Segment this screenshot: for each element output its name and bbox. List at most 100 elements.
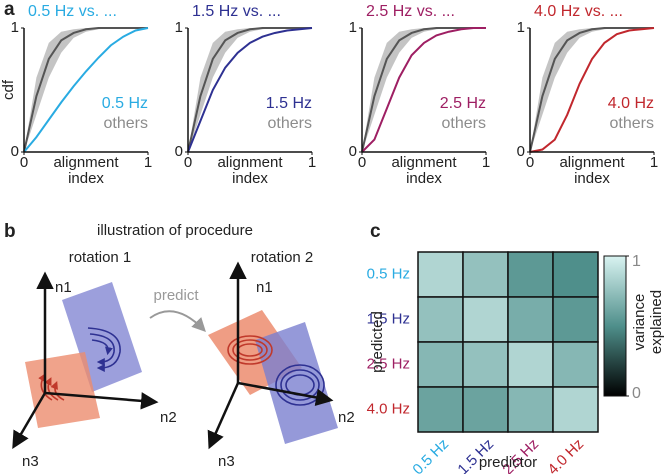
plane	[62, 282, 142, 392]
legend-entry: 0.5 Hz	[102, 95, 148, 112]
y-axis-label: cdf	[0, 79, 17, 100]
colorbar-label: explained	[648, 290, 665, 354]
colorbar-tick-label: 0	[632, 385, 641, 402]
x-tick-label: 0	[184, 154, 192, 171]
chart-title: 1.5 Hz vs. ...	[192, 3, 281, 20]
axis-arrow	[12, 392, 47, 450]
heatmap-cell	[417, 386, 464, 433]
y-tick-label: 0	[175, 143, 183, 160]
heatmap-cell	[552, 386, 599, 433]
axis-arrow	[237, 381, 334, 407]
y-tick-label: 0	[349, 143, 357, 160]
column-label: 0.5 Hz	[409, 436, 452, 474]
x-tick-label: 0	[358, 154, 366, 171]
rotation-label: rotation 2	[251, 249, 314, 266]
row-label: 4.0 Hz	[367, 400, 410, 417]
chart-title: 4.0 Hz vs. ...	[534, 3, 623, 20]
heatmap-cell	[507, 296, 554, 343]
legend-entry: others	[442, 115, 486, 132]
heatmap-cell	[462, 341, 509, 388]
x-tick-label: 1	[482, 154, 490, 171]
legend-entry: 1.5 Hz	[266, 95, 312, 112]
x-axis-label: alignment	[53, 154, 119, 171]
x-tick-label: 1	[650, 154, 658, 171]
axis-arrow	[207, 382, 240, 450]
confidence-band	[530, 28, 654, 152]
confidence-band	[362, 28, 486, 152]
x-tick-label: 1	[144, 154, 152, 171]
predict-label: predict	[153, 287, 199, 304]
x-axis-label: alignment	[217, 154, 283, 171]
y-tick-label: 0	[517, 143, 525, 160]
legend-entry: 4.0 Hz	[608, 95, 654, 112]
legend-entry: 2.5 Hz	[440, 95, 486, 112]
x-tick-label: 0	[526, 154, 534, 171]
cdf-line	[187, 27, 312, 153]
predict-arrow	[149, 310, 206, 333]
cdf-line	[23, 27, 149, 153]
colorbar-tick-label: 1	[632, 253, 641, 270]
axis-line	[187, 28, 312, 153]
row-label: 0.5 Hz	[367, 265, 410, 282]
axis-name: n3	[22, 453, 39, 470]
chart-title: 2.5 Hz vs. ...	[366, 3, 455, 20]
heatmap-cell	[507, 251, 554, 298]
panel-label: b	[4, 221, 16, 242]
cdf-line	[529, 27, 654, 153]
axis-line	[23, 28, 148, 153]
axis-name: n2	[160, 409, 177, 426]
x-axis-label: alignment	[559, 154, 625, 171]
x-axis-label: index	[68, 170, 104, 187]
confidence-band	[188, 28, 312, 152]
confidence-band	[24, 28, 148, 152]
heatmap-cell	[417, 296, 464, 343]
panel-label: a	[4, 0, 15, 20]
y-axis-label: predicted	[369, 311, 386, 373]
colorbar	[603, 255, 627, 397]
column-label: 4.0 Hz	[544, 436, 587, 474]
heatmap-cell	[462, 251, 509, 298]
row-label: 2.5 Hz	[367, 355, 410, 372]
heatmap-cell	[462, 386, 509, 433]
heatmap-cell	[417, 341, 464, 388]
panel-label: c	[370, 221, 381, 242]
x-axis-label: predictor	[479, 454, 537, 471]
heatmap-cell	[552, 341, 599, 388]
diagram: illustration of procedure rotation 1 rot…	[12, 222, 355, 470]
legend-entry: others	[268, 115, 312, 132]
rotation-loops	[87, 327, 121, 372]
plane	[255, 322, 338, 444]
heatmap-cell	[552, 251, 599, 298]
heatmap-cell	[507, 341, 554, 388]
x-axis-label: index	[406, 170, 442, 187]
axis-name: n2	[338, 409, 355, 426]
axis-name: n1	[256, 279, 273, 296]
heatmap-cell	[417, 251, 464, 298]
y-tick-label: 1	[349, 19, 357, 36]
y-tick-label: 0	[11, 143, 19, 160]
axis-line	[361, 28, 486, 153]
cdf-line	[529, 27, 655, 153]
x-tick-label: 1	[308, 154, 316, 171]
legend-entry: others	[610, 115, 654, 132]
x-tick-label: 0	[20, 154, 28, 171]
cdf-line	[23, 27, 148, 153]
heatmap-cell	[462, 296, 509, 343]
row-label: 1.5 Hz	[367, 310, 410, 327]
heatmap-cell	[507, 386, 554, 433]
axis-name: n1	[55, 279, 72, 296]
x-axis-label: index	[574, 170, 610, 187]
colorbar-label: variance	[631, 294, 648, 351]
legend-entry: others	[104, 115, 148, 132]
heatmap-cell	[552, 296, 599, 343]
axis-name: n3	[218, 453, 235, 470]
diagram-title: illustration of procedure	[97, 222, 253, 239]
cdf-line	[187, 27, 313, 153]
rotation-label: rotation 1	[69, 249, 132, 266]
chart-title: 0.5 Hz vs. ...	[28, 3, 117, 20]
x-axis-label: index	[232, 170, 268, 187]
y-tick-label: 1	[175, 19, 183, 36]
axis-arrow	[44, 391, 159, 410]
y-tick-label: 1	[517, 19, 525, 36]
